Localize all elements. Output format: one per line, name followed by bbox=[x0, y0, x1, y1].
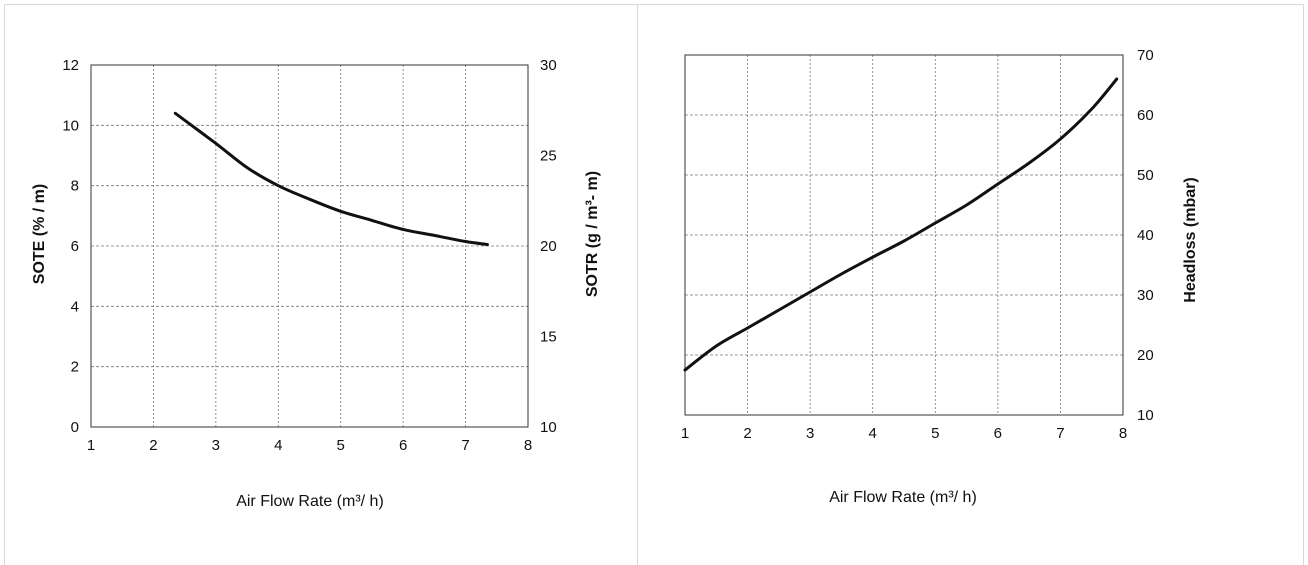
y-tick-labels: 0 2 4 6 8 10 12 bbox=[62, 57, 79, 436]
y2-tick-labels: 10 15 20 25 30 bbox=[540, 57, 557, 436]
x-tick-label: 2 bbox=[743, 425, 751, 442]
grid bbox=[684, 54, 1124, 416]
y-axis-title: Headloss (mbar) bbox=[1182, 177, 1199, 302]
y-tick-label: 12 bbox=[62, 57, 79, 74]
y-tick-label: 6 bbox=[71, 238, 79, 255]
y-tick-label: 50 bbox=[1137, 167, 1154, 184]
y-tick-label: 10 bbox=[62, 117, 79, 134]
x-tick-label: 8 bbox=[1119, 425, 1127, 442]
x-tick-label: 7 bbox=[461, 437, 469, 454]
x-axis-title: Air Flow Rate (m³/ h) bbox=[829, 489, 977, 506]
x-axis-title: Air Flow Rate (m³/ h) bbox=[236, 493, 384, 510]
y2-axis-title: SOTR (g / m³- m) bbox=[584, 171, 601, 297]
y-tick-label: 60 bbox=[1137, 107, 1154, 124]
x-tick-label: 1 bbox=[681, 425, 689, 442]
series-layer bbox=[173, 111, 489, 246]
y-tick-label: 30 bbox=[1137, 287, 1154, 304]
y2-tick-label: 20 bbox=[540, 238, 557, 255]
y2-tick-label: 25 bbox=[540, 148, 557, 165]
x-tick-labels: 1 2 3 4 5 6 7 8 bbox=[681, 425, 1127, 442]
panel-divider bbox=[637, 4, 638, 565]
y-tick-label: 8 bbox=[71, 178, 79, 195]
y-tick-label: 2 bbox=[71, 359, 79, 376]
x-tick-label: 6 bbox=[399, 437, 407, 454]
y2-tick-label: 10 bbox=[540, 419, 557, 436]
y-tick-label: 0 bbox=[71, 419, 79, 436]
y-tick-label: 70 bbox=[1137, 47, 1154, 64]
y-tick-label: 20 bbox=[1137, 347, 1154, 364]
x-tick-label: 2 bbox=[149, 437, 157, 454]
series-line bbox=[173, 111, 489, 246]
x-tick-label: 1 bbox=[87, 437, 95, 454]
x-tick-label: 6 bbox=[994, 425, 1002, 442]
x-tick-label: 5 bbox=[337, 437, 345, 454]
x-tick-label: 4 bbox=[869, 425, 877, 442]
plot-frame bbox=[684, 54, 1124, 416]
y-tick-label: 4 bbox=[71, 298, 79, 315]
x-tick-labels: 1 2 3 4 5 6 7 8 bbox=[87, 437, 532, 454]
plot-frame bbox=[90, 64, 529, 428]
y-tick-label: 10 bbox=[1137, 407, 1154, 424]
x-tick-label: 7 bbox=[1056, 425, 1064, 442]
y2-tick-label: 15 bbox=[540, 329, 557, 346]
x-tick-label: 3 bbox=[806, 425, 814, 442]
x-tick-label: 8 bbox=[524, 437, 532, 454]
y-tick-label: 40 bbox=[1137, 227, 1154, 244]
y-axis-title: SOTE (% / m) bbox=[31, 184, 48, 284]
series-line bbox=[683, 77, 1119, 372]
x-tick-label: 5 bbox=[931, 425, 939, 442]
x-tick-label: 4 bbox=[274, 437, 282, 454]
y2-tick-label: 30 bbox=[540, 57, 557, 74]
figure-frame bbox=[4, 4, 1304, 565]
y-tick-labels: 10 20 30 40 50 60 70 bbox=[1137, 47, 1154, 424]
series-layer bbox=[683, 77, 1119, 372]
x-tick-label: 3 bbox=[212, 437, 220, 454]
